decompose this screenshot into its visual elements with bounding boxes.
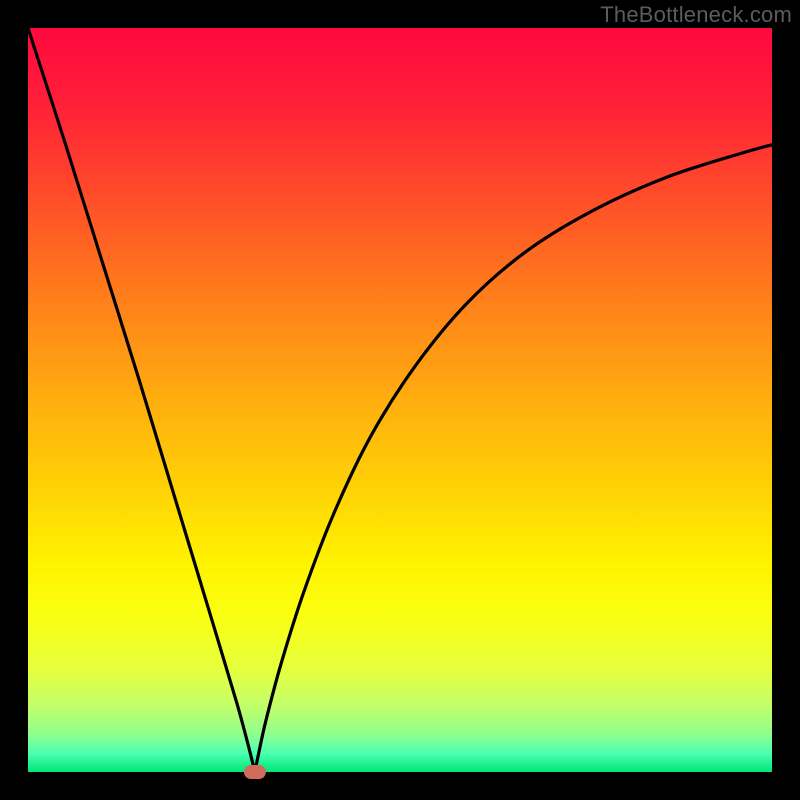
minimum-marker bbox=[244, 765, 266, 779]
watermark-text: TheBottleneck.com bbox=[600, 2, 792, 28]
plot-background bbox=[28, 28, 772, 772]
bottleneck-chart bbox=[0, 0, 800, 800]
chart-frame: TheBottleneck.com bbox=[0, 0, 800, 800]
